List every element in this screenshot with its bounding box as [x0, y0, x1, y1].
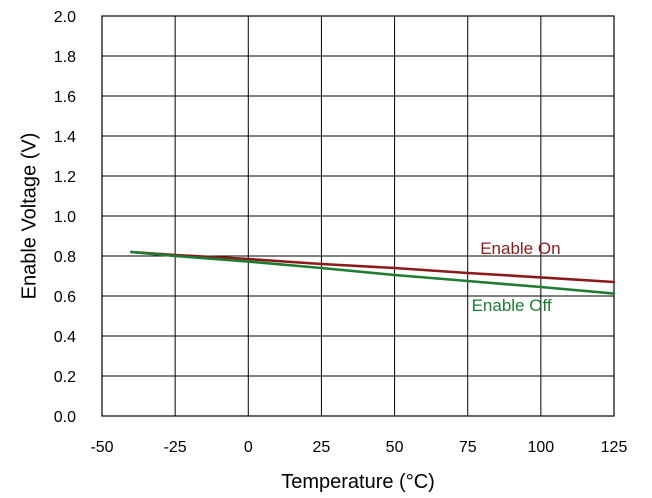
- y-tick-label: 1.6: [54, 89, 76, 106]
- series-label-enable-off: Enable Off: [472, 296, 552, 315]
- series-line-enable-off: [130, 250, 616, 295]
- y-axis-title: Enable Voltage (V): [18, 133, 40, 300]
- y-tick-label: 0.6: [54, 289, 76, 306]
- x-axis-ticks: -50 -25 0 25 50 75 100 125: [90, 439, 627, 456]
- x-tick-label: -25: [164, 439, 187, 456]
- series-layer: [130, 250, 616, 295]
- series-label-enable-on: Enable On: [480, 239, 560, 258]
- y-axis-ticks: 0.0 0.2 0.4 0.6 0.8 1.0 1.2 1.4 1.6 1.8 2.0: [54, 9, 76, 426]
- x-tick-label: 125: [601, 439, 628, 456]
- y-tick-label: 1.4: [54, 129, 76, 146]
- y-tick-label: 0.4: [54, 329, 76, 346]
- y-tick-label: 0.2: [54, 369, 76, 386]
- x-tick-label: -50: [90, 439, 113, 456]
- y-tick-label: 1.0: [54, 209, 76, 226]
- y-tick-label: 1.8: [54, 49, 76, 66]
- x-tick-label: 100: [528, 439, 555, 456]
- y-tick-label: 2.0: [54, 9, 76, 26]
- x-tick-label: 75: [459, 439, 477, 456]
- y-tick-label: 1.2: [54, 169, 76, 186]
- x-tick-label: 25: [313, 439, 331, 456]
- y-tick-label: 0.8: [54, 249, 76, 266]
- x-tick-label: 0: [244, 439, 253, 456]
- grid: [101, 15, 615, 417]
- x-tick-label: 50: [386, 439, 404, 456]
- y-tick-label: 0.0: [54, 409, 76, 426]
- plot-area: [101, 15, 615, 417]
- x-axis-title: Temperature (°C): [281, 471, 435, 493]
